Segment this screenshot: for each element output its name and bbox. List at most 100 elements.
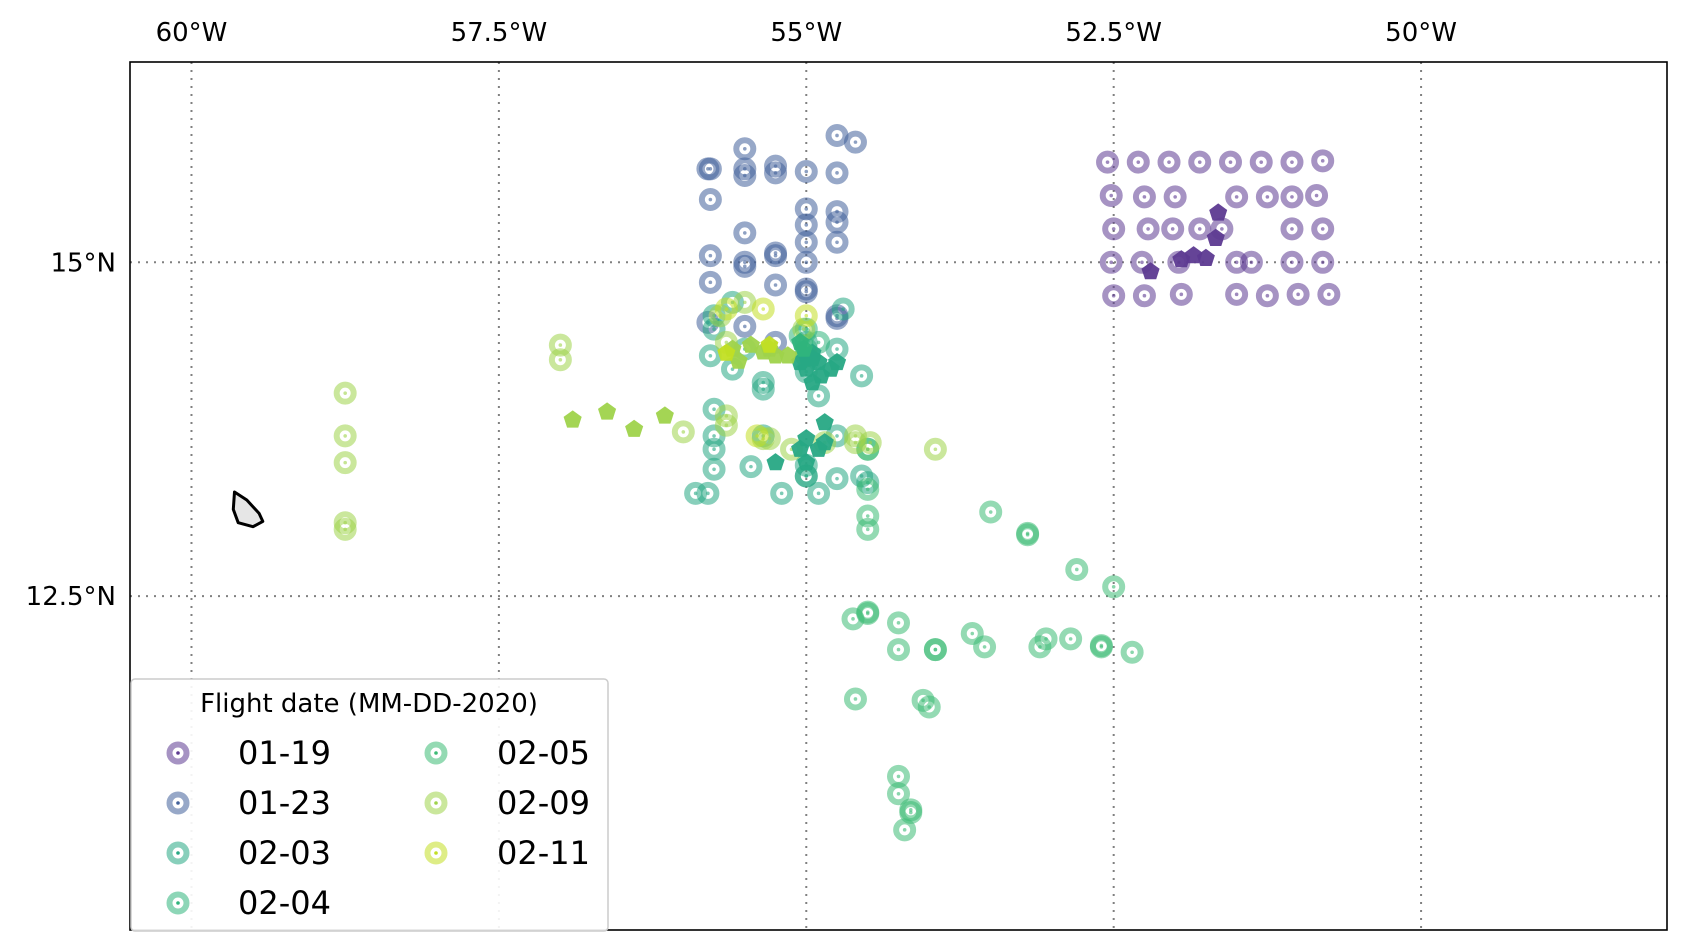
marker-dot-02-05	[1025, 532, 1030, 537]
marker-dot-02-05	[1111, 585, 1116, 589]
marker-dot-01-23	[773, 283, 778, 287]
marker-circle-01-23	[698, 188, 722, 212]
marker-dot-01-19	[1170, 227, 1175, 231]
marker-circle-01-19	[1311, 217, 1335, 241]
marker-circle-02-09	[333, 381, 357, 405]
marker-circle-02-05	[1120, 640, 1144, 664]
marker-circle-02-05	[973, 635, 997, 659]
x-tick-label: 57.5°W	[451, 18, 548, 48]
marker-dot-02-05	[908, 808, 913, 812]
island-outline	[231, 490, 265, 529]
marker-dot-02-03	[859, 374, 864, 378]
marker-pentagon-02-03	[803, 373, 822, 391]
marker-dot-02-05	[851, 617, 855, 621]
marker-dot-02-05	[896, 791, 901, 796]
marker-dot-02-03	[749, 464, 753, 469]
marker-dot-01-19	[1197, 227, 1202, 231]
marker-dot-01-19	[1111, 293, 1116, 298]
marker-dot-02-03	[712, 467, 716, 472]
marker-dot-02-05	[896, 621, 901, 625]
marker-dot-02-09	[681, 430, 686, 434]
marker-dot-01-19	[1173, 195, 1177, 199]
marker-dot-01-23	[835, 133, 839, 138]
marker-circle-02-05	[1102, 575, 1126, 599]
tick-labels: 60°W 57.5°W 55°W 52.5°W 50°W 15°N 12.5°N	[26, 18, 1457, 612]
marker-dot-01-19	[1220, 227, 1224, 231]
legend-label: 02-09	[497, 784, 590, 822]
marker-dot-02-09	[343, 527, 347, 532]
marker-circle-02-03	[739, 455, 763, 479]
marker-circle-01-19	[1255, 284, 1279, 308]
marker-pentagon-02-09	[778, 346, 797, 364]
legend-marker-01-19	[166, 741, 190, 765]
marker-circle-02-05	[887, 782, 910, 806]
marker-pentagon-01-19	[1141, 262, 1160, 280]
marker-pentagon-02-09	[625, 419, 644, 437]
marker-circle-01-23	[825, 161, 849, 185]
x-tick-label: 52.5°W	[1065, 18, 1162, 48]
legend-marker-02-05	[424, 741, 448, 765]
marker-dot-02-09	[743, 300, 747, 305]
marker-circle-02-09	[671, 420, 695, 444]
marker-dot-01-19	[1228, 160, 1233, 164]
marker-dot-01-19	[1142, 293, 1147, 298]
marker-dot-01-23	[804, 223, 809, 227]
marker-dot-01-23	[743, 147, 747, 151]
legend-entries: 01-19 01-23 02-03 02-04 02-05 02-09 02-11	[166, 734, 590, 922]
marker-circle-02-05	[843, 687, 867, 711]
legend-marker-02-09	[424, 791, 448, 815]
marker-dot-01-19	[1259, 160, 1264, 164]
y-tick-label: 15°N	[50, 248, 116, 278]
marker-dot-01-23	[708, 167, 713, 171]
marker-pentagon-01-19	[1209, 203, 1228, 221]
marker-dot-01-19	[1265, 195, 1270, 199]
marker-dot-01-23	[708, 280, 713, 285]
marker-dot-01-19	[1320, 159, 1325, 163]
marker-circle-01-23	[733, 221, 757, 245]
marker-dot-02-09	[802, 327, 806, 331]
marker-circle-01-19	[1102, 284, 1126, 308]
marker-circle-01-23	[825, 123, 849, 147]
legend-marker-dot	[176, 751, 180, 755]
marker-circle-01-19	[1188, 217, 1212, 241]
marker-dot-01-23	[708, 253, 713, 258]
marker-dot-02-11	[761, 307, 766, 311]
marker-circle-02-05	[1059, 627, 1083, 651]
marker-dot-02-03	[712, 447, 716, 452]
marker-circle-02-05	[856, 504, 880, 528]
marker-dot-02-03	[761, 387, 766, 391]
legend-marker-02-04	[166, 891, 190, 915]
legend-label: 02-03	[238, 834, 331, 872]
marker-pentagon-02-09	[563, 410, 582, 428]
marker-circle-02-03	[702, 437, 726, 461]
y-tick-label: 12.5°N	[26, 582, 116, 612]
marker-circle-01-23	[794, 280, 818, 304]
marker-dot-02-03	[712, 434, 716, 438]
marker-dot-01-23	[706, 167, 710, 171]
marker-circle-01-19	[1102, 217, 1126, 241]
marker-circle-02-05	[856, 517, 880, 541]
marker-dot-02-11	[804, 313, 809, 318]
marker-pentagon-02-03	[828, 353, 847, 371]
marker-dot-01-19	[1234, 260, 1239, 265]
marker-circle-01-19	[1132, 284, 1156, 308]
marker-circle-02-05	[923, 638, 947, 662]
marker-circle-01-19	[1132, 185, 1156, 209]
marker-pentagon-02-03	[791, 439, 810, 457]
marker-circle-02-05	[979, 500, 1003, 524]
legend-label: 01-19	[238, 734, 331, 772]
legend-box	[130, 678, 609, 932]
marker-dot-01-19	[1314, 193, 1319, 198]
marker-dot-02-05	[1068, 637, 1073, 641]
marker-dot-01-23	[743, 167, 747, 171]
marker-circle-02-05	[1089, 634, 1113, 658]
marker-circle-01-19	[1280, 217, 1304, 241]
marker-dot-01-19	[1327, 292, 1331, 297]
marker-dot-02-03	[835, 434, 839, 438]
marker-circle-02-05	[893, 818, 917, 842]
marker-dot-02-05	[865, 611, 870, 616]
marker-dot-02-11	[724, 307, 729, 311]
legend-title: Flight date (MM-DD-2020)	[200, 689, 538, 719]
legend-marker-dot	[176, 901, 180, 905]
marker-pentagon-02-04	[794, 339, 813, 357]
